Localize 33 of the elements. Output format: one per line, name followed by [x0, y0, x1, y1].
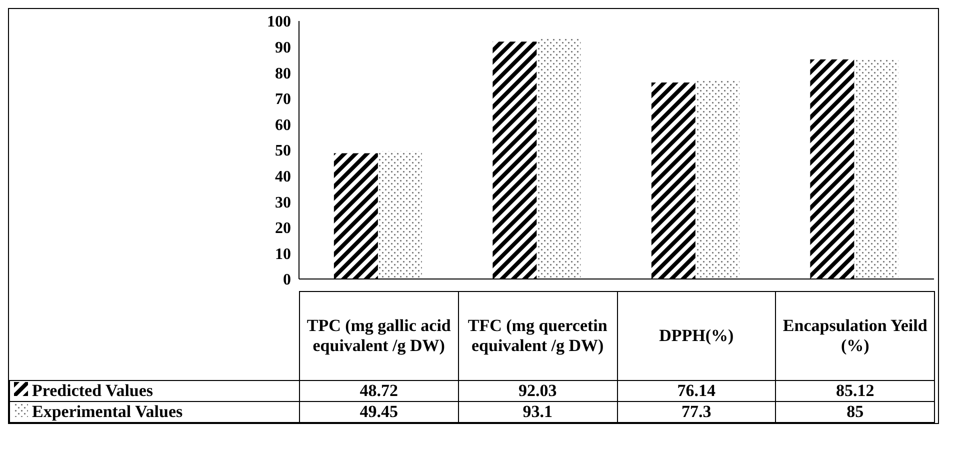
bar: [651, 82, 696, 279]
data-label: 49.45: [300, 402, 458, 422]
data-label: 93.1: [458, 402, 617, 422]
bar: [378, 151, 422, 279]
y-tick-label: 60: [275, 116, 291, 134]
x-tick-label: TFC (mg quercetin equivalent /g DW): [458, 292, 617, 380]
data-label: 48.72: [300, 380, 458, 402]
bar: [492, 42, 537, 279]
x-tick-label: TPC (mg gallic acid equivalent /g DW): [300, 292, 458, 380]
bar: [695, 80, 740, 279]
bar: [810, 59, 854, 279]
y-tick-label: 50: [275, 142, 291, 160]
x-tick-label: Encapsulation Yeild (%): [776, 292, 934, 380]
y-tick-label: 70: [275, 91, 291, 108]
x-tick-label: DPPH(%): [617, 292, 776, 380]
bar: [536, 38, 581, 279]
bar: [334, 153, 378, 279]
legend-label: Predicted Values: [10, 380, 300, 402]
y-tick-label: 80: [275, 65, 291, 82]
y-tick-label: 100: [267, 14, 291, 31]
y-tick-label: 90: [275, 39, 291, 56]
data-label: 77.3: [617, 402, 776, 422]
data-label: 85.12: [776, 380, 934, 402]
y-tick-label: 30: [275, 194, 291, 212]
y-tick-label: 10: [275, 246, 291, 263]
legend-label: Experimental Values: [10, 402, 300, 422]
y-tick-label: 40: [275, 168, 291, 186]
data-label: 92.03: [458, 380, 617, 402]
bar: [854, 60, 898, 279]
data-label: 76.14: [617, 380, 776, 402]
y-tick-label: 20: [275, 220, 291, 238]
data-label: 85: [776, 402, 934, 422]
y-tick-label: 0: [283, 272, 291, 289]
